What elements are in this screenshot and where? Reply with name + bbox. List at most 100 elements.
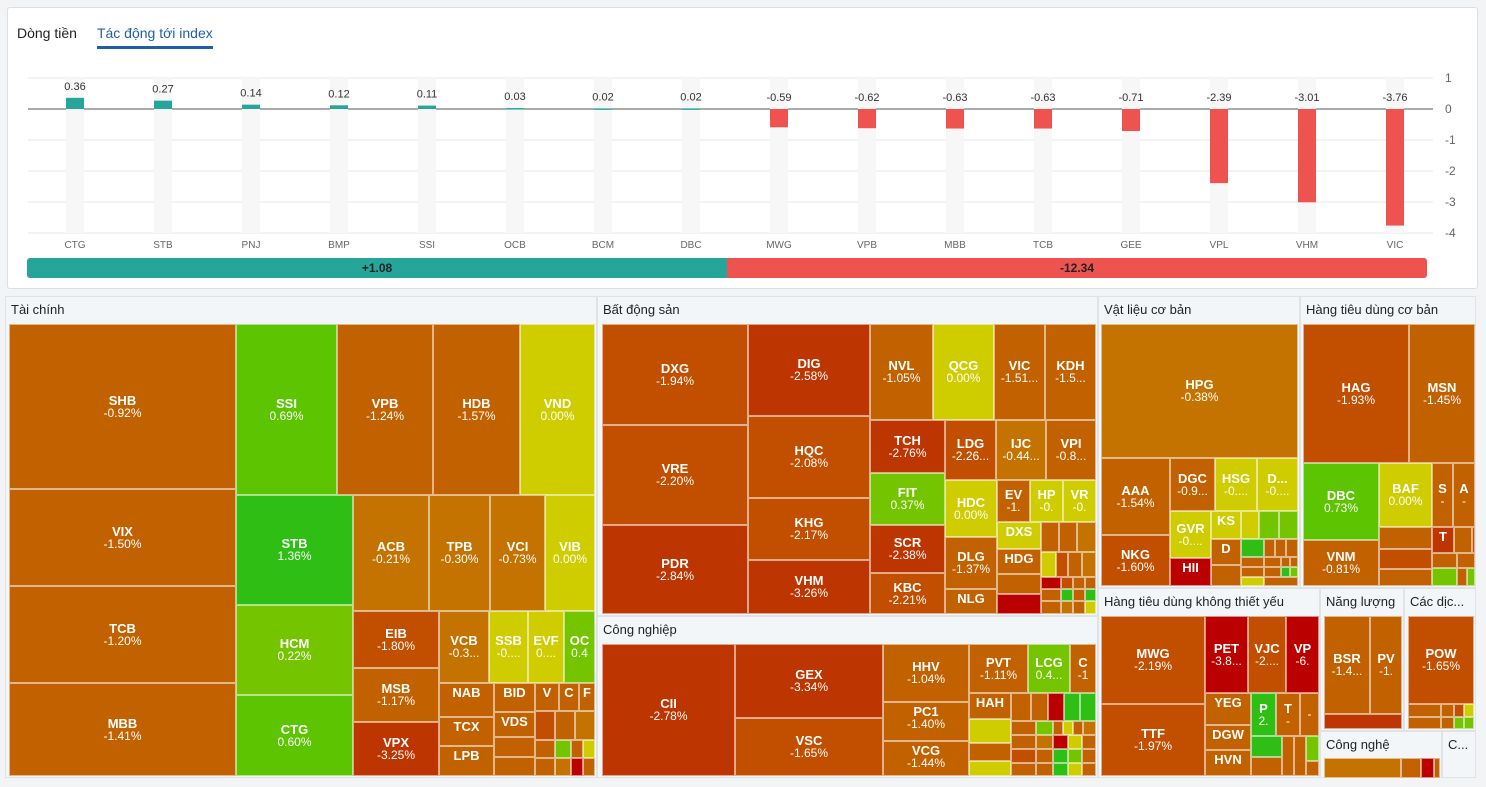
tile-small[interactable] (1441, 717, 1454, 729)
tile-bsr[interactable]: BSR -1.4... (1324, 616, 1370, 714)
tile-gvr[interactable]: GVR -0.... (1170, 511, 1211, 558)
tile-small[interactable] (1241, 539, 1264, 557)
tile-hsg[interactable]: HSG -0.... (1215, 458, 1257, 511)
tile-pv[interactable]: PV -1. (1370, 616, 1402, 714)
tile-small[interactable] (535, 711, 555, 740)
tile-small[interactable] (571, 740, 583, 758)
tile-dxs[interactable]: DXS (997, 522, 1041, 549)
tile-small[interactable] (1077, 522, 1096, 552)
bar-BCM[interactable] (594, 108, 612, 110)
tile-t[interactable]: T- (1276, 693, 1300, 736)
tile-small[interactable] (1085, 589, 1096, 601)
tab-cash-flow[interactable]: Dòng tiền (17, 25, 77, 41)
tile-small[interactable] (1324, 714, 1402, 729)
tile-baf[interactable]: BAF 0.00% (1379, 463, 1432, 527)
tile-vnd[interactable]: VND 0.00% (520, 324, 595, 495)
tile-small[interactable] (1073, 721, 1083, 735)
tile-small[interactable] (1434, 758, 1440, 778)
bar-CTG[interactable] (66, 97, 84, 109)
tile-small[interactable] (1264, 567, 1281, 577)
tile-fit[interactable]: FIT 0.37% (870, 473, 945, 525)
tile-ctg[interactable]: CTG 0.60% (236, 695, 353, 776)
tile-vp[interactable]: VP -6. (1286, 616, 1319, 693)
tile-hdb[interactable]: HDB -1.57% (433, 324, 520, 495)
tile-hii[interactable]: HII (1170, 558, 1211, 586)
bar-PNJ[interactable] (242, 104, 260, 109)
tile-qcg[interactable]: QCG 0.00% (933, 324, 994, 420)
tile-hvn[interactable]: HVN (1205, 750, 1251, 776)
tile-dgw[interactable]: DGW (1205, 725, 1251, 750)
tile-dig[interactable]: DIG -2.58% (748, 324, 870, 416)
tile-dlg[interactable]: DLG -1.37% (945, 537, 997, 589)
tile-small[interactable] (1454, 704, 1464, 717)
tile-small[interactable] (1041, 577, 1061, 589)
tile-mbb[interactable]: MBB -1.41% (9, 683, 236, 776)
tile-vib[interactable]: VIB 0.00% (545, 495, 595, 611)
tile-small[interactable] (969, 761, 1011, 776)
tile-hdc[interactable]: HDC 0.00% (945, 480, 997, 537)
tile-small[interactable] (1061, 601, 1073, 614)
tile-small[interactable] (1279, 511, 1298, 539)
bar-VHM[interactable] (1298, 109, 1316, 203)
tile-small[interactable] (1454, 527, 1472, 553)
tile-vnm[interactable]: VNM -0.81% (1303, 540, 1379, 586)
tile-d[interactable]: D (1211, 539, 1241, 565)
tile-small[interactable] (969, 719, 1011, 743)
tile-c[interactable]: C -1 (1070, 644, 1096, 693)
tile-small[interactable] (1053, 749, 1068, 763)
tile-small[interactable] (1401, 758, 1421, 778)
tile-vci[interactable]: VCI -0.73% (490, 495, 545, 611)
tile-small[interactable] (535, 758, 555, 776)
tile-small[interactable] (535, 740, 555, 758)
tile-small[interactable] (1457, 568, 1467, 586)
tile-a[interactable]: A- (1453, 463, 1475, 527)
tile-small[interactable] (1290, 567, 1298, 577)
bar-MWG[interactable] (770, 109, 788, 128)
tile-small[interactable] (1264, 539, 1275, 557)
tile-hqc[interactable]: HQC -2.08% (748, 416, 870, 498)
tile-small[interactable] (1053, 735, 1068, 749)
tile-small[interactable] (1282, 736, 1294, 776)
tab-index-impact[interactable]: Tác động tới index (96, 25, 213, 49)
tile-vic[interactable]: VIC -1.51... (994, 324, 1045, 420)
bar-VIC[interactable] (1386, 109, 1404, 226)
tile-hhv[interactable]: HHV -1.04% (883, 644, 969, 702)
tile-small[interactable] (1324, 758, 1401, 778)
tile-nkg[interactable]: NKG -1.60% (1101, 535, 1170, 586)
tile-small[interactable] (1073, 589, 1085, 601)
tile-pdr[interactable]: PDR -2.84% (602, 525, 748, 614)
tile-small[interactable] (1041, 589, 1061, 601)
tile-small[interactable] (1056, 552, 1068, 577)
tile-small[interactable] (1306, 761, 1319, 776)
tile-small[interactable] (1281, 567, 1290, 577)
tile-small[interactable] (1073, 577, 1085, 589)
tile-tpb[interactable]: TPB -0.30% (429, 495, 490, 611)
tile-unnamed[interactable]: - (1300, 693, 1319, 736)
tile-ttf[interactable]: TTF -1.97% (1101, 704, 1205, 776)
tile-small[interactable] (1259, 511, 1279, 539)
tile-c[interactable]: C (559, 683, 579, 711)
tile-small[interactable] (1241, 577, 1264, 586)
bar-OCB[interactable] (506, 108, 524, 110)
tile-small[interactable] (1031, 693, 1048, 721)
tile-stb[interactable]: STB 1.36% (236, 495, 353, 605)
tile-small[interactable] (1281, 557, 1290, 567)
tile-vcb[interactable]: VCB -0.3... (439, 611, 489, 683)
tile-small[interactable] (1036, 749, 1053, 763)
tile-small[interactable] (1036, 721, 1053, 735)
tile-small[interactable] (1379, 569, 1432, 586)
tile-small[interactable] (1286, 539, 1298, 557)
tile-kbc[interactable]: KBC -2.21% (870, 573, 945, 614)
tile-small[interactable] (1068, 735, 1082, 749)
tile-small[interactable] (1290, 557, 1298, 567)
tile-small[interactable] (1241, 511, 1259, 539)
tile-lcg[interactable]: LCG 0.4... (1028, 644, 1070, 693)
tile-vpx[interactable]: VPX -3.25% (353, 722, 439, 776)
tile-small[interactable] (1379, 527, 1432, 549)
tile-small[interactable] (1063, 721, 1073, 735)
tile-small[interactable] (1053, 763, 1068, 776)
tile-small[interactable] (1467, 568, 1475, 586)
tile-vpi[interactable]: VPI -0.8... (1046, 420, 1096, 480)
tile-small[interactable] (1011, 763, 1036, 776)
tile-small[interactable] (1251, 736, 1282, 757)
